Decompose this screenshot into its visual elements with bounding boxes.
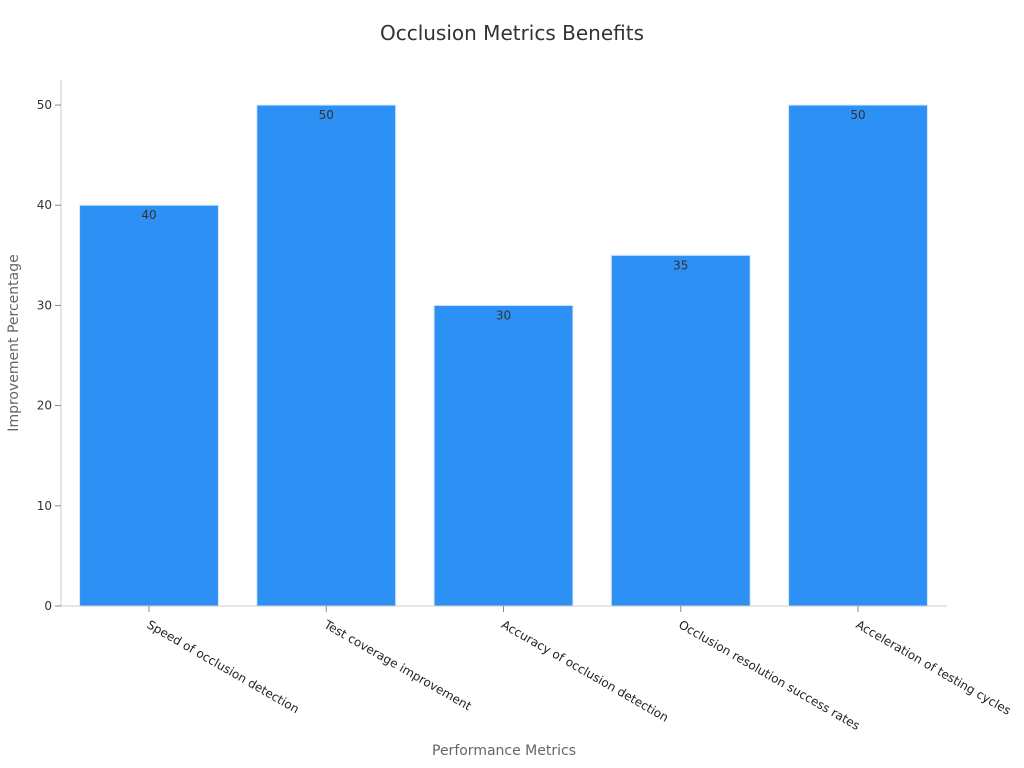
bar-value-label: 50	[850, 108, 865, 122]
y-tick-label: 40	[37, 198, 52, 212]
y-tick-label: 30	[37, 298, 52, 312]
x-axis-title: Performance Metrics	[432, 743, 576, 759]
y-tick-label: 0	[44, 599, 52, 613]
bar	[256, 104, 397, 607]
bar-value-label: 40	[141, 208, 156, 222]
x-category-label: Acceleration of testing cycles	[854, 617, 1014, 717]
bar-value-label: 30	[496, 308, 511, 322]
bar-value-label: 50	[319, 108, 334, 122]
x-axis: Speed of occlusion detection Test coverag…	[61, 605, 1014, 733]
chart-title: Occlusion Metrics Benefits	[380, 21, 644, 45]
bar	[433, 304, 574, 607]
bar	[788, 104, 928, 607]
bar	[610, 254, 751, 607]
y-tick-label: 50	[37, 98, 52, 112]
bar-value-label: 35	[673, 258, 688, 272]
x-category-label: Occlusion resolution success rates	[676, 617, 862, 732]
y-tick-label: 10	[37, 499, 52, 513]
bar	[79, 204, 219, 607]
x-category-label: Test coverage improvement	[321, 617, 474, 714]
x-category-label: Accuracy of occlusion detection	[499, 617, 671, 724]
y-axis: 0 10 20 30 40 50	[37, 80, 62, 613]
y-tick-label: 20	[37, 399, 52, 413]
y-axis-title: Improvement Percentage	[6, 254, 22, 431]
bars: 40 50 30 35 50	[79, 104, 928, 607]
x-category-label: Speed of occlusion detection	[145, 617, 302, 716]
